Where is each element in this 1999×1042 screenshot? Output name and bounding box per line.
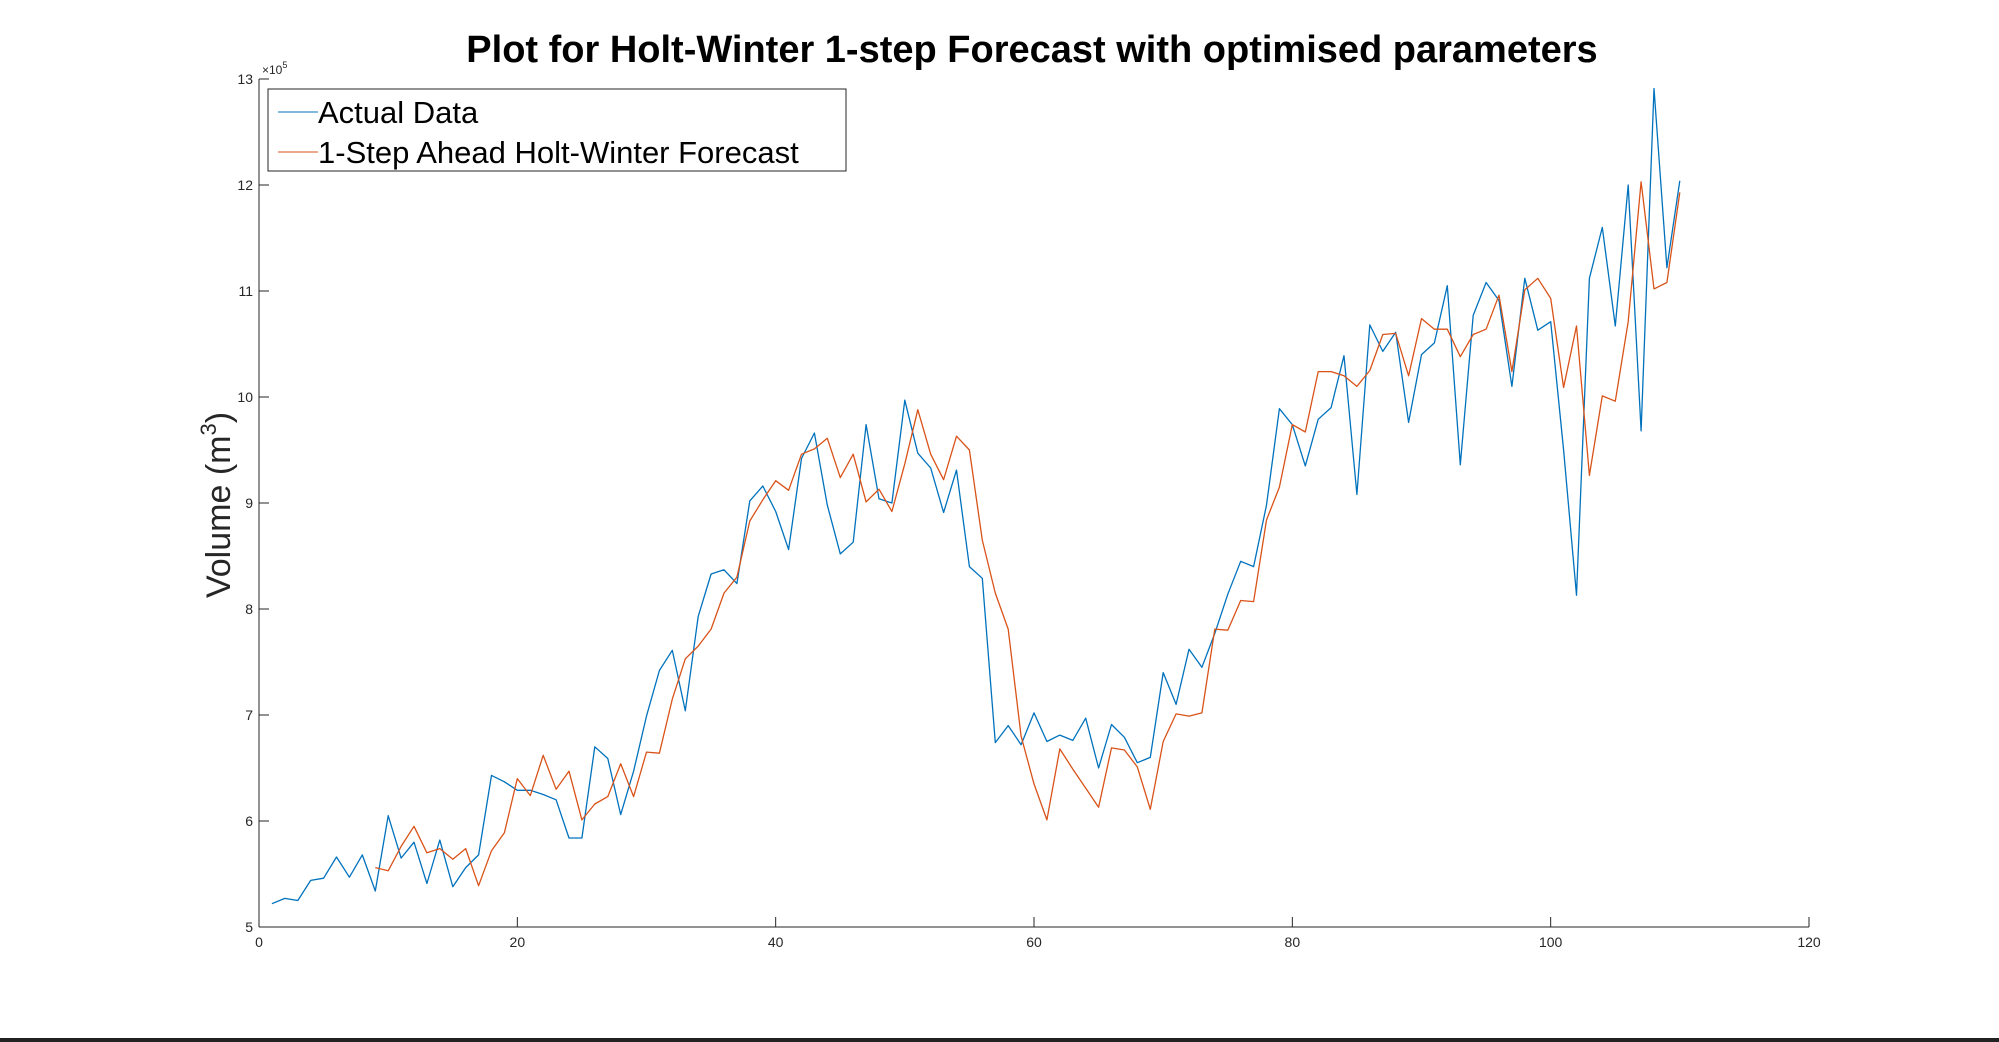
y-axis-exponent: ×105 — [262, 60, 287, 77]
x-tick-label: 40 — [768, 934, 784, 950]
y-tick-label: 7 — [245, 707, 253, 723]
y-tick-label: 13 — [237, 71, 253, 87]
legend-label-actual: Actual Data — [318, 95, 479, 130]
x-axis-ticks: 0 20 40 60 80 100 120 — [255, 917, 1821, 950]
y-axis-label: Volume (m3) — [196, 412, 238, 598]
legend-label-forecast: 1-Step Ahead Holt-Winter Forecast — [318, 135, 799, 170]
x-tick-label: 0 — [255, 934, 263, 950]
x-tick-label: 100 — [1539, 934, 1563, 950]
y-tick-label: 9 — [245, 495, 253, 511]
y-tick-label: 8 — [245, 601, 253, 617]
y-tick-label: 6 — [245, 813, 253, 829]
x-tick-label: 60 — [1026, 934, 1042, 950]
y-tick-label: 12 — [237, 177, 253, 193]
x-tick-label: 120 — [1797, 934, 1821, 950]
series-line-actual — [271, 87, 1681, 905]
bottom-rule — [0, 1038, 1999, 1042]
legend: Actual Data 1-Step Ahead Holt-Winter For… — [267, 88, 847, 172]
x-tick-label: 80 — [1285, 934, 1301, 950]
y-tick-label: 11 — [238, 283, 253, 299]
y-axis-ticks: 5 6 7 8 9 10 11 12 13 — [237, 71, 269, 935]
axes — [258, 79, 1809, 928]
legend-box — [267, 88, 847, 172]
y-tick-label: 10 — [237, 389, 253, 405]
x-tick-label: 20 — [510, 934, 526, 950]
plot-series — [271, 87, 1681, 905]
chart-title: Plot for Holt-Winter 1-step Forecast wit… — [466, 29, 1597, 71]
y-tick-label: 5 — [245, 919, 253, 935]
series-line-forecast — [375, 181, 1681, 887]
